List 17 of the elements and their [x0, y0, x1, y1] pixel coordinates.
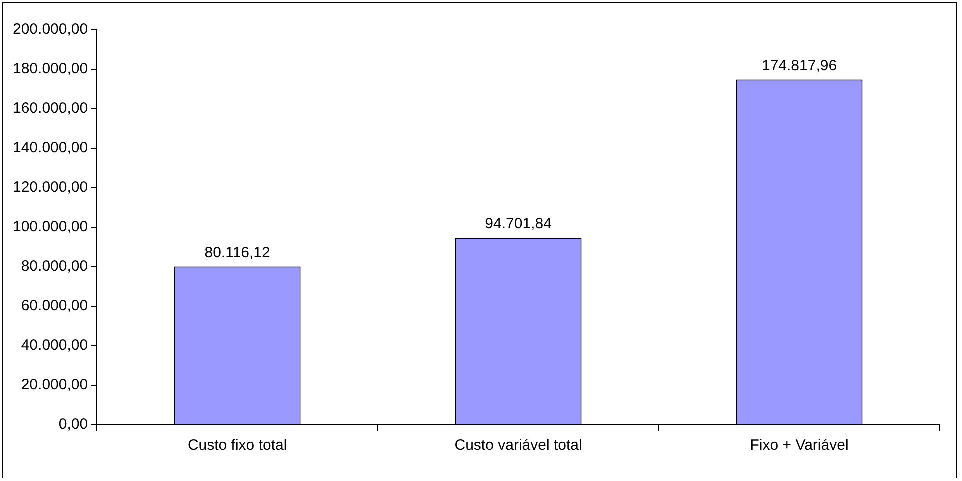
y-tick-label: 120.000,00	[12, 179, 88, 196]
data-label: 80.116,12	[204, 244, 270, 262]
x-tick-label: Custo variável total	[454, 437, 582, 454]
data-label: 94.701,84	[485, 216, 552, 233]
x-tick-label: Fixo + Variável	[750, 437, 849, 454]
y-tick-label: 200.000,00	[12, 21, 88, 38]
data-label: 174.817,96	[762, 57, 838, 74]
y-tick-label: 100.000,00	[12, 218, 88, 236]
y-tick-label: 160.000,00	[12, 100, 88, 118]
x-tick-label: Custo fixo total	[188, 437, 288, 454]
y-tick-label: 20.000,00	[21, 376, 88, 394]
y-tick-label: 40.000,00	[21, 337, 88, 354]
y-tick-label: 140.000,00	[12, 140, 88, 157]
y-tick-label: 80.000,00	[21, 258, 88, 276]
y-tick-label: 60.000,00	[21, 298, 88, 315]
y-tick-label: 180.000,00	[12, 60, 88, 78]
y-tick-label: 0,00	[58, 416, 88, 434]
